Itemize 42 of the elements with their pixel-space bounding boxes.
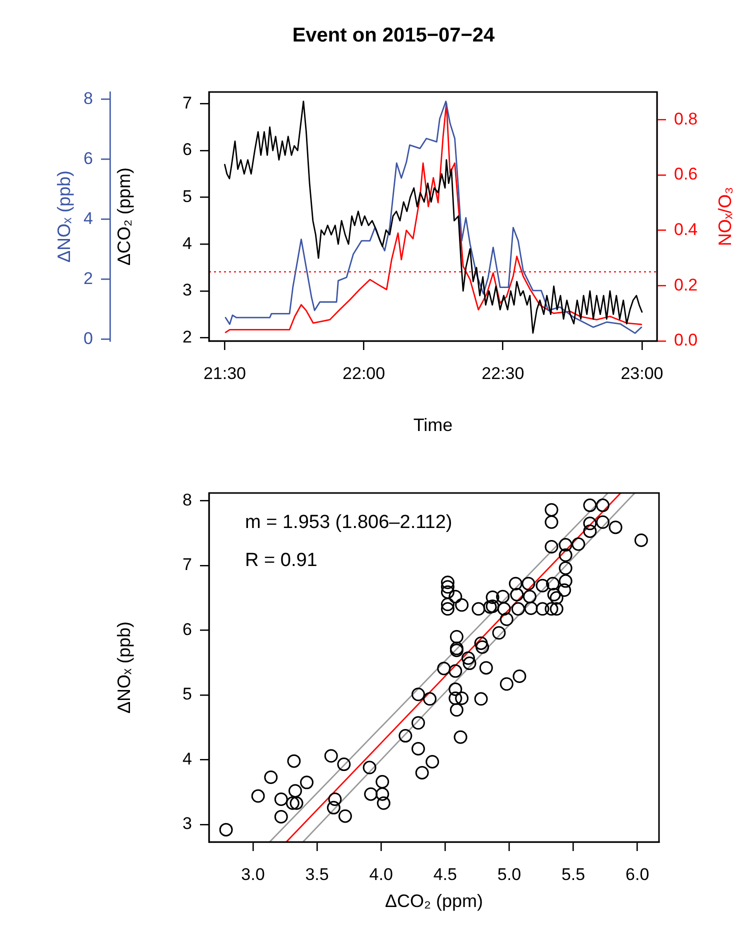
y2-axis-title: NOₓ/O₃ xyxy=(714,186,735,246)
y2-tick-label: 0.6 xyxy=(674,164,698,184)
x-tick-label: 22:00 xyxy=(342,364,386,383)
y2-tick-label: 0.4 xyxy=(674,220,698,240)
y-tick-label: 5 xyxy=(182,684,192,704)
y3-tick-label: 2 xyxy=(84,268,93,288)
y-tick-label: 6 xyxy=(182,140,192,160)
y-tick-label: 6 xyxy=(182,620,192,639)
annotation: m = 1.953 (1.806–2.112) xyxy=(245,512,452,534)
chart-title: Event on 2015−07−24 xyxy=(292,24,496,47)
x-tick-label: 4.5 xyxy=(433,864,457,884)
y-tick-label: 5 xyxy=(182,187,192,206)
y3-tick-label: 0 xyxy=(84,328,93,348)
x-tick-label: 4.0 xyxy=(369,864,393,884)
y-tick-label: 4 xyxy=(182,234,192,253)
x-tick-label: 23:00 xyxy=(620,364,664,383)
y-tick-label: 7 xyxy=(182,555,192,574)
y3-tick-label: 4 xyxy=(84,208,93,228)
x-tick-label: 5.0 xyxy=(497,864,522,884)
y3-tick-label: 6 xyxy=(84,148,93,168)
y-axis-title: ΔNOₓ (ppb) xyxy=(114,622,134,714)
x-axis-title: ΔCO₂ (ppm) xyxy=(384,891,484,912)
y-tick-label: 8 xyxy=(182,490,192,510)
y3-tick-label: 8 xyxy=(84,88,93,108)
x-tick-label: 21:30 xyxy=(203,364,246,383)
y-axis-title: ΔCO₂ (ppm) xyxy=(114,167,134,266)
y-tick-label: 7 xyxy=(182,93,192,112)
x-tick-label: 3.5 xyxy=(305,864,329,884)
x-axis-title: Time xyxy=(413,415,453,436)
x-tick-label: 22:30 xyxy=(482,364,524,383)
y-tick-label: 3 xyxy=(182,814,192,834)
x-tick-label: 5.5 xyxy=(561,864,586,884)
x-tick-label: 3.0 xyxy=(241,864,265,884)
y-tick-label: 4 xyxy=(182,749,192,768)
x-tick-label: 6.0 xyxy=(626,864,650,884)
y2-tick-label: 0.0 xyxy=(674,330,698,350)
y3-axis-title: ΔNOₓ (ppb) xyxy=(54,170,74,262)
y2-tick-label: 0.2 xyxy=(674,275,698,294)
y2-tick-label: 0.8 xyxy=(674,109,698,128)
y-tick-label: 2 xyxy=(182,327,192,346)
y-tick-label: 3 xyxy=(182,280,192,300)
annotation: R = 0.91 xyxy=(245,550,318,572)
